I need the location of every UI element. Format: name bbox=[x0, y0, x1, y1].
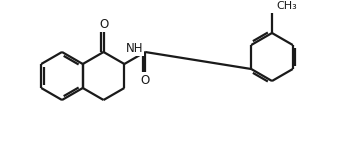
Text: O: O bbox=[99, 18, 108, 31]
Text: CH₃: CH₃ bbox=[276, 1, 297, 11]
Text: O: O bbox=[141, 74, 150, 87]
Text: NH: NH bbox=[126, 42, 143, 55]
